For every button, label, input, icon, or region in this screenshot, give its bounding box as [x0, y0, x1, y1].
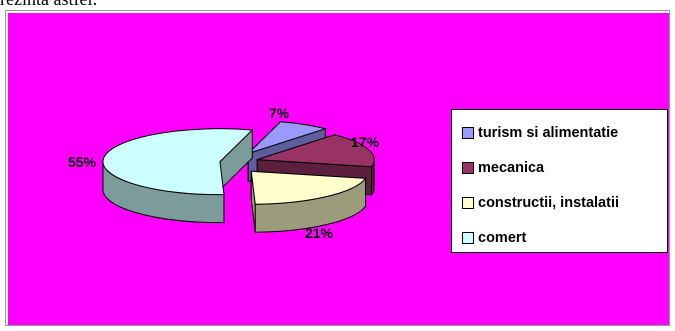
pie-slice-comert: [102, 128, 254, 224]
data-label-comert: 55%: [68, 154, 97, 170]
chart-legend: turism si alimentatie mecanica construct…: [451, 109, 668, 253]
pie-slice-top: [250, 170, 367, 205]
pie-slice-top: [257, 134, 375, 168]
document-text: rezinta astfel:: [0, 0, 97, 10]
pie-slice-top: [102, 128, 254, 196]
legend-label-turism: turism si alimentatie: [478, 125, 619, 141]
pie-slice-constructii: [250, 170, 367, 233]
legend-swatch-comert: [462, 232, 474, 244]
data-label-constructii: 21%: [305, 225, 334, 241]
legend-swatch-mecanica: [462, 162, 474, 174]
legend-label-constructii: constructii, instalatii: [478, 195, 619, 211]
data-label-turism: 7%: [269, 105, 290, 121]
pie-slice-top: [247, 121, 328, 154]
legend-item-comert: comert: [462, 229, 526, 247]
legend-item-mecanica: mecanica: [462, 159, 544, 177]
legend-swatch-constructii: [462, 197, 474, 209]
legend-item-constructii: constructii, instalatii: [462, 194, 619, 212]
legend-label-comert: comert: [478, 230, 527, 246]
chart-area: 7% 17% 21% 55% turism si alimentatie mecani…: [5, 10, 670, 326]
legend-item-turism: turism si alimentatie: [462, 124, 618, 142]
legend-swatch-turism: [462, 127, 474, 139]
data-label-mecanica: 17%: [351, 134, 380, 150]
legend-label-mecanica: mecanica: [478, 160, 545, 176]
